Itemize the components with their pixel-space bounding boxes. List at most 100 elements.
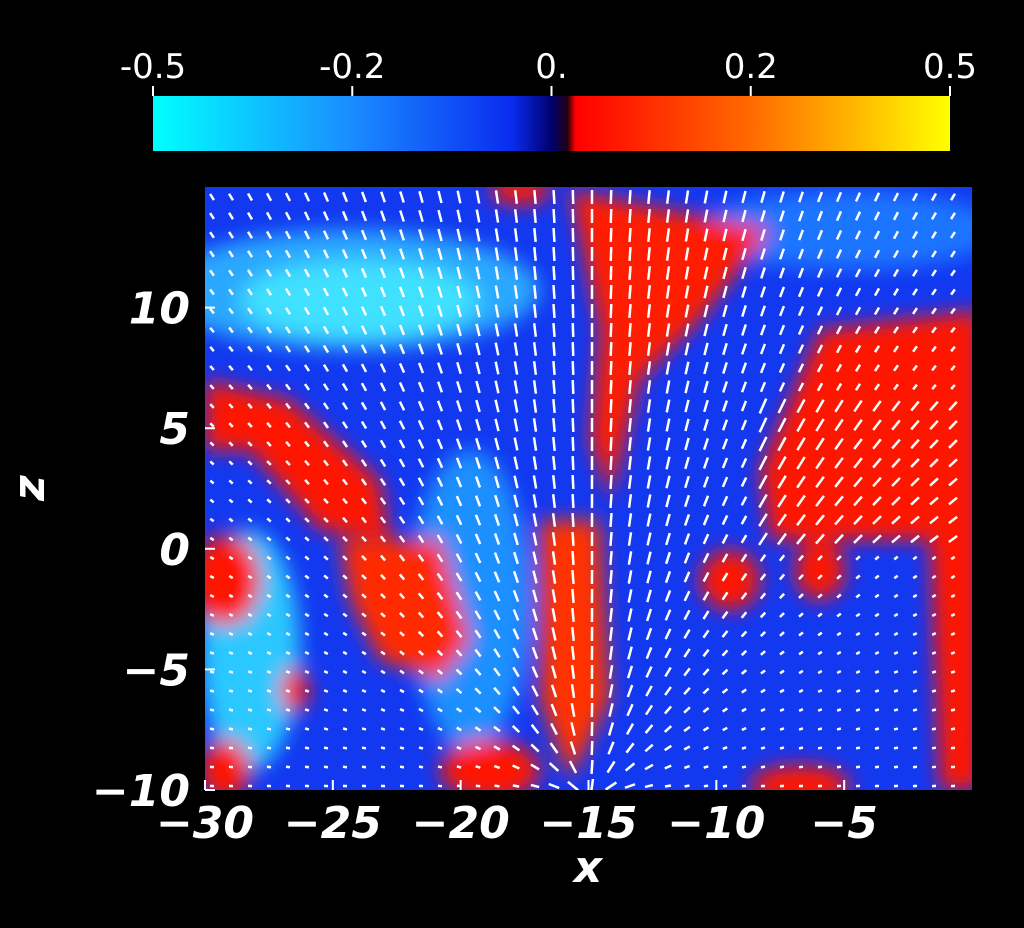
vector-arrow: [779, 746, 785, 750]
vector-arrow: [873, 326, 881, 334]
vector-arrow: [474, 533, 482, 545]
vector-arrow: [779, 727, 785, 731]
vector-arrow: [285, 574, 291, 580]
vector-arrow: [285, 364, 291, 372]
vector-arrow: [303, 249, 311, 259]
vector-arrow: [816, 267, 824, 279]
vector-arrow: [609, 398, 613, 414]
vector-arrow: [265, 249, 273, 259]
vector-arrow: [893, 593, 899, 599]
vector-arrow: [570, 722, 576, 736]
vector-arrow: [872, 476, 882, 488]
vector-arrow: [644, 724, 654, 734]
vector-arrow: [647, 190, 651, 204]
vector-arrow: [436, 649, 444, 657]
vector-arrow: [893, 383, 899, 391]
vector-arrow: [912, 593, 918, 599]
vector-arrow: [341, 210, 349, 222]
vector-arrow: [304, 517, 310, 523]
vector-arrow: [570, 684, 576, 698]
vector-arrow: [436, 419, 444, 431]
vector-arrow: [228, 307, 234, 315]
vector-arrow: [246, 211, 254, 221]
vector-arrow: [266, 517, 272, 523]
vector-arrow: [571, 341, 575, 357]
vector-arrow: [910, 496, 920, 506]
vector-arrow: [817, 669, 823, 675]
vector-arrow: [684, 399, 690, 413]
vector-arrow: [530, 743, 540, 753]
vector-arrow: [399, 210, 405, 222]
vector-arrow: [664, 647, 672, 659]
vector-arrow: [627, 532, 633, 546]
vector-arrow: [493, 590, 501, 602]
vector-arrow: [246, 231, 254, 239]
vector-arrow: [513, 285, 519, 299]
vector-arrow: [551, 570, 557, 584]
vector-arrow: [702, 438, 710, 450]
vector-arrow: [361, 688, 367, 694]
vector-arrow: [512, 784, 520, 788]
vector-arrow: [285, 555, 291, 561]
vector-arrow: [494, 361, 500, 375]
vector-arrow: [379, 210, 387, 222]
vector-arrow: [228, 517, 234, 523]
vector-arrow: [759, 573, 767, 581]
vector-arrow: [797, 554, 805, 562]
vector-arrow: [550, 684, 558, 698]
vector-arrow: [912, 555, 918, 561]
vector-arrow: [872, 438, 882, 450]
vector-arrow: [854, 211, 862, 221]
vector-arrow: [209, 384, 215, 390]
vector-arrow: [853, 534, 863, 544]
vector-arrow: [912, 574, 918, 580]
vector-arrow: [417, 496, 425, 506]
vector-arrow: [797, 191, 805, 203]
vector-arrow: [853, 438, 863, 450]
vector-arrow: [380, 727, 386, 731]
vector-arrow: [931, 670, 937, 674]
vector-arrow: [609, 512, 613, 528]
vector-arrow: [948, 420, 958, 430]
vector-arrow: [817, 650, 823, 656]
vector-arrow: [702, 629, 710, 639]
vector-arrow: [456, 323, 462, 337]
vector-arrow: [494, 437, 500, 451]
vector-arrow: [475, 304, 481, 318]
vector-arrow: [436, 400, 444, 412]
vector-arrow: [285, 402, 291, 410]
vector-arrow: [931, 651, 937, 655]
vector-arrow: [740, 630, 748, 638]
vector-arrow: [437, 324, 443, 336]
vector-arrow: [834, 437, 844, 451]
vector-arrow: [455, 419, 463, 431]
vector-arrow: [760, 688, 766, 694]
vector-arrow: [341, 363, 349, 373]
vector-arrow: [721, 688, 729, 694]
vector-arrow: [740, 669, 748, 675]
vector-arrow: [512, 589, 520, 603]
vector-arrow: [436, 438, 444, 450]
vector-arrow: [398, 477, 406, 487]
vector-arrow: [893, 555, 899, 561]
vector-arrow: [342, 650, 348, 656]
vector-arrow: [835, 210, 843, 222]
vector-arrow: [892, 307, 900, 315]
vector-arrow: [322, 249, 330, 259]
y-tick-label: 10: [129, 284, 190, 335]
vector-arrow: [209, 250, 215, 258]
vector-arrow: [285, 536, 291, 542]
vector-arrow: [437, 266, 443, 280]
vector-arrow: [948, 515, 958, 525]
vector-arrow: [511, 744, 521, 752]
vector-arrow: [475, 399, 481, 413]
vector-arrow: [360, 439, 368, 449]
vector-arrow: [702, 495, 710, 507]
vector-arrow: [646, 285, 652, 299]
vector-arrow: [703, 418, 709, 432]
vector-arrow: [777, 475, 787, 489]
vector-arrow: [950, 250, 956, 258]
vector-arrow: [379, 516, 387, 524]
vector-arrow: [266, 574, 272, 580]
vector-arrow: [323, 669, 329, 675]
